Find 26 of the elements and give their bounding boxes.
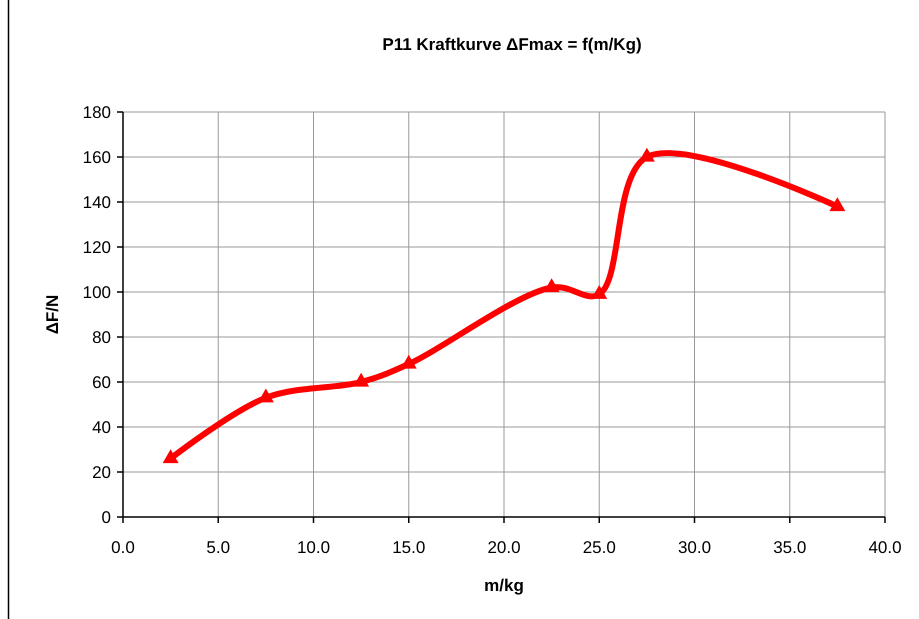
x-tick-label: 25.0	[582, 538, 616, 557]
y-tick-label: 20	[92, 462, 111, 482]
x-tick-label: 40.0	[868, 538, 902, 557]
point	[829, 197, 846, 212]
x-tick-label: 0.0	[111, 538, 135, 557]
x-axis-title: m/kg	[484, 576, 524, 595]
y-tick-label: 180	[82, 102, 111, 122]
y-tick-label: 0	[102, 508, 111, 527]
x-tick-label: 30.0	[678, 538, 712, 557]
y-tick-label: 160	[82, 148, 111, 167]
x-tick-label: 5.0	[206, 538, 230, 557]
x-tick-label: 10.0	[296, 538, 330, 557]
point	[162, 449, 179, 464]
y-tick-label: 100	[82, 282, 111, 302]
point	[353, 372, 370, 387]
y-tick-label: 120	[82, 238, 111, 257]
y-tick-label: 60	[92, 372, 111, 392]
y-tick-label: 80	[92, 328, 111, 347]
y-tick-label: 140	[82, 192, 111, 212]
point	[544, 278, 560, 292]
x-tick-label: 15.0	[392, 538, 426, 557]
chart-title: P11 Kraftkurve ΔFmax = f(m/Kg)	[382, 35, 642, 54]
y-axis-title: ΔF/N	[43, 294, 62, 334]
x-tick-label: 20.0	[487, 538, 521, 557]
y-tick-label: 40	[92, 418, 111, 437]
x-tick-label: 35.0	[773, 538, 806, 557]
